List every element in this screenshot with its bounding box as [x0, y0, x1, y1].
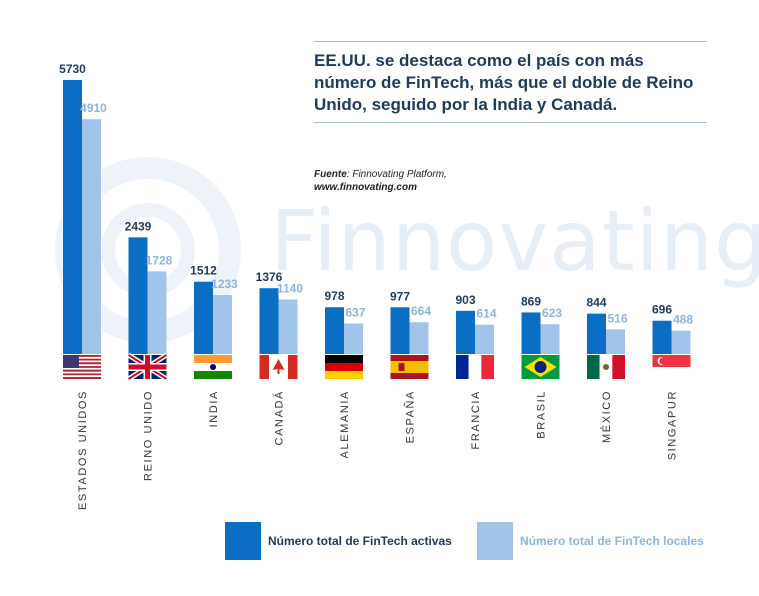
legend-item-active: Número total de FinTech activas: [225, 522, 452, 560]
data-label-active: 844: [586, 296, 606, 310]
category-label: SINGAPUR: [667, 390, 679, 460]
title-box: EE.UU. se destaca como el país con más n…: [314, 41, 707, 123]
legend-label-local: Número total de FinTech locales: [520, 534, 704, 548]
data-label-local: 1233: [211, 277, 238, 291]
legend-swatch-local: [477, 522, 513, 560]
bar-active: [390, 307, 410, 354]
canada-flag-icon: [259, 355, 298, 379]
data-label-active: 1512: [190, 264, 217, 278]
brazil-flag-icon: [521, 355, 560, 379]
mexico-flag-icon: [587, 355, 625, 379]
bar-local: [671, 330, 691, 354]
uk-flag-icon: [127, 352, 168, 382]
data-label-local: 637: [345, 306, 365, 320]
legend-label-active: Número total de FinTech activas: [268, 534, 452, 548]
legend-swatch-active: [225, 522, 261, 560]
category-label: CANADÁ: [273, 390, 286, 445]
data-label-active: 903: [455, 293, 475, 307]
bar-local: [278, 299, 298, 354]
bar-active: [587, 313, 606, 354]
finnovating-watermark: Finnovating: [270, 192, 759, 290]
data-label-active: 696: [652, 303, 672, 317]
france-flag-icon: [456, 355, 494, 379]
data-label-local: 488: [673, 313, 693, 327]
bar-active: [194, 281, 213, 354]
legend-item-local: Número total de FinTech locales: [477, 522, 704, 560]
data-label-active: 5730: [59, 62, 86, 76]
source-note: Fuente: Finnovating Platform, www.finnov…: [314, 168, 447, 194]
data-label-local: 664: [411, 304, 431, 318]
india-flag-icon: [194, 355, 232, 379]
data-label-local: 623: [542, 306, 562, 320]
category-label: MÉXICO: [600, 390, 613, 443]
category-label: FRANCIA: [470, 390, 482, 449]
data-label-active: 2439: [125, 219, 152, 233]
source-label: Fuente: [314, 169, 347, 180]
data-label-local: 4910: [80, 101, 107, 115]
category-label: INDIA: [208, 390, 220, 427]
category-label: ESTADOS UNIDOS: [77, 390, 89, 510]
source-url: www.finnovating.com: [314, 182, 417, 193]
bar-local: [213, 295, 232, 354]
data-label-active: 977: [390, 289, 410, 303]
bar-local: [475, 324, 494, 354]
category-label: BRASIL: [536, 390, 548, 439]
data-label-active: 869: [521, 294, 541, 308]
bar-local: [409, 322, 429, 354]
data-label-local: 1140: [277, 281, 303, 295]
spain-flag-icon: [390, 355, 429, 379]
bar-active: [652, 320, 672, 354]
singapore-flag-icon: [652, 355, 691, 379]
us-flag-icon: [63, 355, 101, 379]
data-label-local: 516: [607, 311, 627, 325]
bar-active: [259, 288, 279, 354]
germany-flag-icon: [325, 355, 363, 379]
bar-active: [63, 80, 82, 354]
bar-local: [147, 271, 167, 354]
bar-local: [82, 119, 101, 354]
data-label-local: 1728: [146, 253, 173, 267]
bar-active: [325, 307, 344, 354]
bar-active: [128, 237, 148, 354]
bar-active: [521, 312, 541, 354]
chart-title: EE.UU. se destaca como el país con más n…: [314, 51, 694, 114]
category-label: ALEMANIA: [339, 390, 351, 458]
bar-local: [344, 323, 363, 354]
bar-local: [606, 329, 625, 354]
category-label: ESPAÑA: [404, 390, 417, 443]
data-label-active: 1376: [256, 270, 283, 284]
category-label: REINO UNIDO: [143, 390, 155, 481]
bar-local: [540, 324, 560, 354]
bar-active: [456, 310, 475, 354]
data-label-active: 978: [324, 289, 344, 303]
source-text: : Finnovating Platform,: [346, 169, 447, 180]
data-label-local: 614: [476, 307, 496, 321]
